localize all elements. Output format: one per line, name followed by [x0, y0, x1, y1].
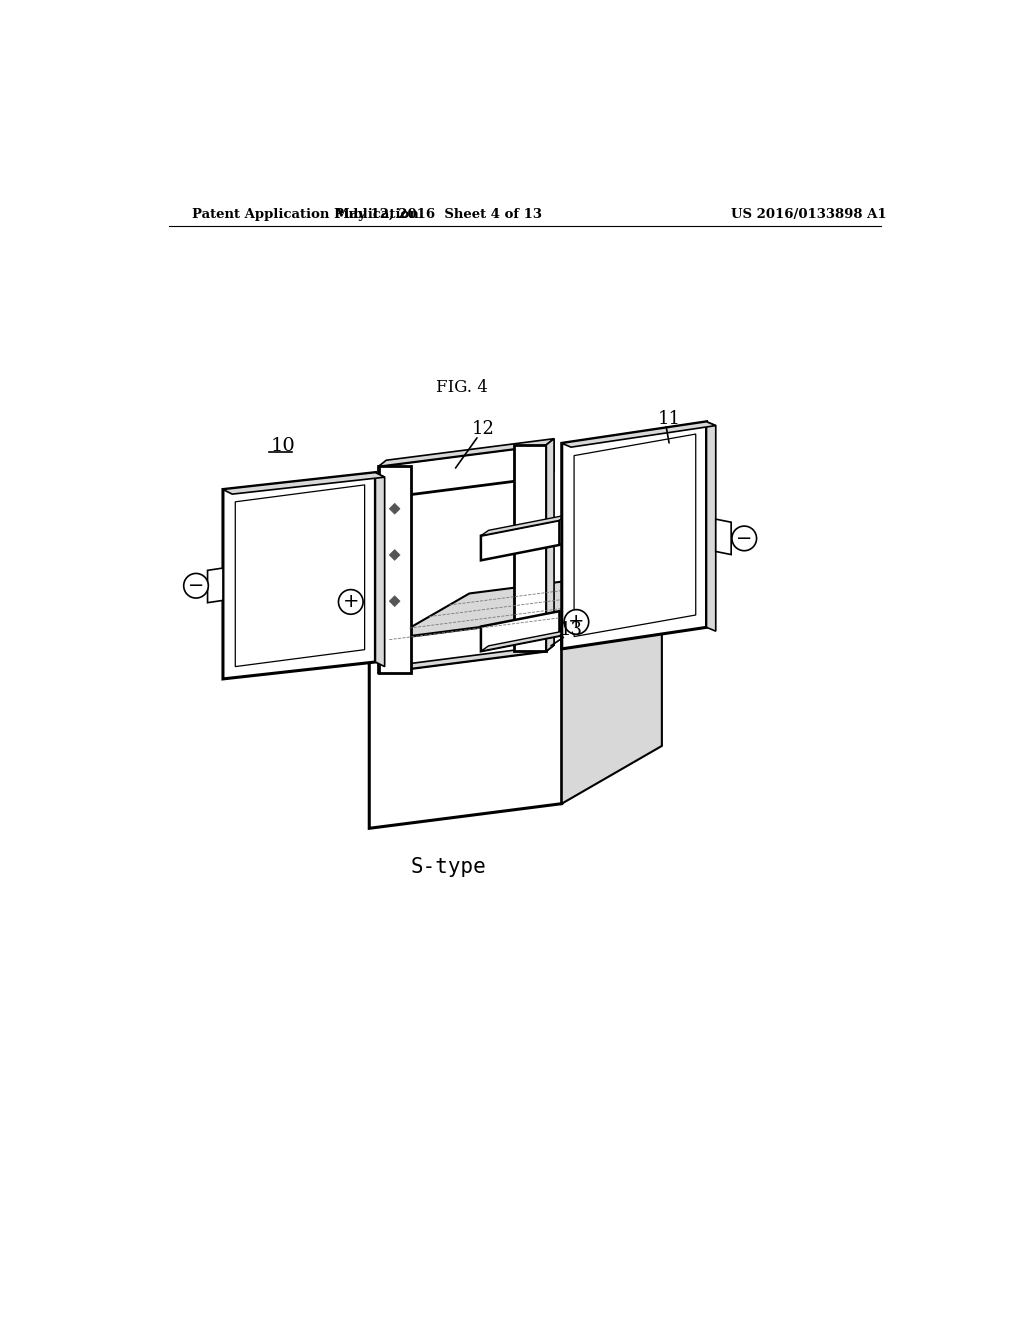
Polygon shape [376, 473, 385, 667]
Polygon shape [547, 612, 554, 651]
Text: 11: 11 [658, 409, 681, 428]
Text: −: − [736, 529, 753, 548]
Text: +: + [568, 612, 585, 631]
Polygon shape [481, 520, 559, 561]
Text: FIG. 4: FIG. 4 [436, 379, 487, 396]
Polygon shape [379, 466, 411, 673]
Polygon shape [574, 434, 695, 636]
Polygon shape [389, 503, 400, 515]
Polygon shape [562, 569, 662, 804]
Polygon shape [559, 515, 567, 545]
Text: US 2016/0133898 A1: US 2016/0133898 A1 [731, 209, 887, 222]
Polygon shape [716, 519, 731, 554]
Polygon shape [562, 422, 716, 447]
Polygon shape [370, 627, 562, 829]
Polygon shape [236, 484, 365, 667]
Polygon shape [547, 438, 554, 651]
Polygon shape [379, 438, 554, 466]
Polygon shape [370, 569, 662, 651]
Text: 12: 12 [472, 421, 495, 438]
Text: 13: 13 [559, 620, 583, 639]
Circle shape [339, 590, 364, 614]
Polygon shape [389, 549, 400, 561]
Text: S-type: S-type [411, 857, 486, 876]
Circle shape [564, 610, 589, 635]
Circle shape [732, 527, 757, 550]
Polygon shape [208, 568, 223, 603]
Polygon shape [223, 473, 385, 494]
Polygon shape [562, 422, 707, 649]
Text: Patent Application Publication: Patent Application Publication [193, 209, 419, 222]
Text: 10: 10 [270, 437, 295, 454]
Polygon shape [223, 473, 376, 678]
Polygon shape [379, 645, 554, 673]
Polygon shape [481, 631, 567, 651]
Polygon shape [379, 619, 547, 673]
Circle shape [183, 573, 208, 598]
Polygon shape [379, 445, 547, 499]
Polygon shape [547, 438, 554, 478]
Polygon shape [389, 595, 400, 607]
Text: −: − [187, 577, 204, 595]
Text: May 12, 2016  Sheet 4 of 13: May 12, 2016 Sheet 4 of 13 [335, 209, 542, 222]
Polygon shape [707, 422, 716, 631]
Polygon shape [481, 611, 559, 651]
Polygon shape [481, 515, 567, 536]
Text: +: + [343, 593, 359, 611]
Polygon shape [514, 445, 547, 651]
